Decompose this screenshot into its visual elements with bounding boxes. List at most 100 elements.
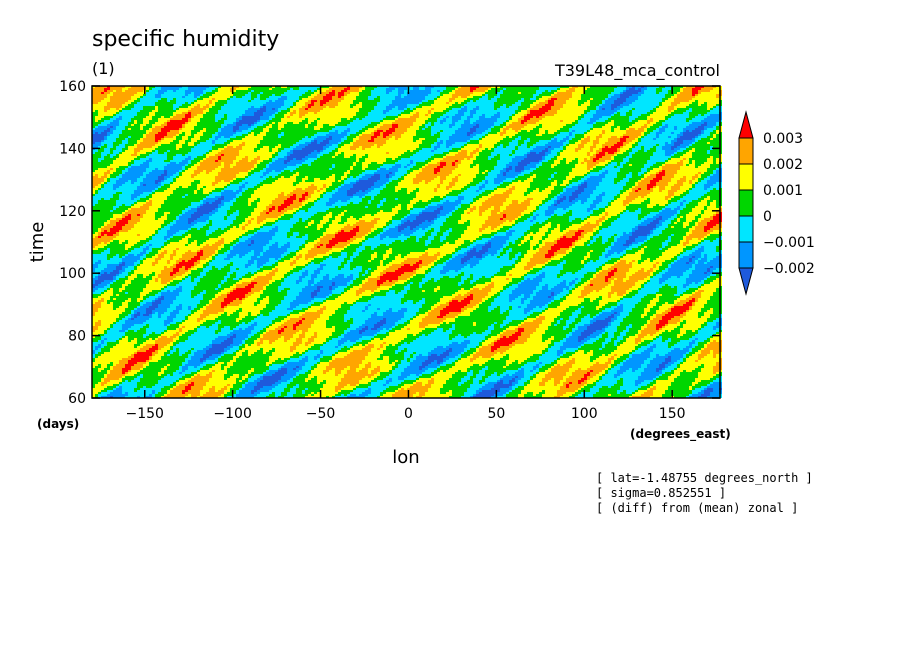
heatmap-cell <box>152 132 155 134</box>
heatmap-cell <box>227 122 230 124</box>
heatmap-cell <box>650 128 653 130</box>
heatmap-cell <box>149 112 152 114</box>
heatmap-cell <box>224 128 227 130</box>
heatmap-cell <box>560 94 563 96</box>
heatmap-cell <box>554 92 557 94</box>
heatmap-cell <box>344 104 347 106</box>
heatmap-cell <box>500 104 503 106</box>
heatmap-cell <box>395 132 398 134</box>
heatmap-cell <box>131 96 134 98</box>
heatmap-cell <box>323 132 326 134</box>
heatmap-cell <box>365 124 368 126</box>
heatmap-cell <box>215 108 218 110</box>
heatmap-cell <box>188 90 191 92</box>
heatmap-cell <box>305 118 308 120</box>
heatmap-cell <box>284 132 287 134</box>
heatmap-cell <box>686 114 689 116</box>
heatmap-cell <box>191 104 194 106</box>
heatmap-cell <box>632 96 635 98</box>
heatmap-cell <box>656 96 659 98</box>
heatmap-cell <box>695 98 698 100</box>
heatmap-cell <box>533 126 536 128</box>
heatmap-cell <box>608 96 611 98</box>
heatmap-cell <box>254 130 257 132</box>
heatmap-cell <box>479 124 482 126</box>
heatmap-cell <box>332 102 335 104</box>
heatmap-cell <box>503 112 506 114</box>
heatmap-cell <box>686 128 689 130</box>
heatmap-cell <box>359 118 362 120</box>
heatmap-cell <box>386 118 389 120</box>
heatmap-cell <box>587 102 590 104</box>
heatmap-cell <box>695 96 698 98</box>
heatmap-cell <box>596 130 599 132</box>
heatmap-cell <box>584 92 587 94</box>
heatmap-cell <box>635 120 638 122</box>
heatmap-cell <box>125 122 128 124</box>
heatmap-cell <box>341 86 344 88</box>
heatmap-cell <box>419 128 422 130</box>
heatmap-cell <box>656 92 659 94</box>
heatmap-cell <box>311 128 314 130</box>
heatmap-cell <box>140 88 143 90</box>
heatmap-cell <box>617 96 620 98</box>
heatmap-cell <box>629 128 632 130</box>
heatmap-cell <box>395 114 398 116</box>
heatmap-cell <box>611 102 614 104</box>
heatmap-cell <box>572 100 575 102</box>
heatmap-cell <box>644 112 647 114</box>
heatmap-cell <box>260 92 263 94</box>
heatmap-cell <box>368 110 371 112</box>
heatmap-cell <box>638 114 641 116</box>
heatmap-cell <box>488 124 491 126</box>
heatmap-cell <box>110 118 113 120</box>
heatmap-cell <box>545 126 548 128</box>
heatmap-cell <box>290 86 293 88</box>
heatmap-cell <box>326 90 329 92</box>
heatmap-cell <box>134 86 137 88</box>
heatmap-cell <box>461 108 464 110</box>
heatmap-cell <box>293 90 296 92</box>
heatmap-cell <box>353 122 356 124</box>
heatmap-cell <box>560 86 563 88</box>
heatmap-cell <box>707 118 710 120</box>
heatmap-cell <box>323 94 326 96</box>
heatmap-cell <box>155 116 158 118</box>
heatmap-cell <box>338 102 341 104</box>
heatmap-cell <box>92 114 95 116</box>
heatmap-cell <box>446 114 449 116</box>
heatmap-cell <box>254 104 257 106</box>
heatmap-cell <box>572 112 575 114</box>
heatmap-cell <box>680 130 683 132</box>
heatmap-cell <box>236 116 239 118</box>
heatmap-cell <box>347 92 350 94</box>
heatmap-cell <box>338 132 341 134</box>
heatmap-cell <box>368 94 371 96</box>
heatmap-cell <box>614 128 617 130</box>
heatmap-cell <box>92 128 95 130</box>
heatmap-cell <box>122 112 125 114</box>
heatmap-cell <box>551 112 554 114</box>
heatmap-cell <box>458 108 461 110</box>
heatmap-cell <box>98 108 101 110</box>
heatmap-cell <box>131 102 134 104</box>
heatmap-cell <box>290 124 293 126</box>
heatmap-cell <box>437 132 440 134</box>
heatmap-cell <box>467 110 470 112</box>
heatmap-cell <box>164 126 167 128</box>
heatmap-cell <box>236 112 239 114</box>
heatmap-cell <box>539 114 542 116</box>
heatmap-cell <box>413 104 416 106</box>
heatmap-cell <box>344 126 347 128</box>
heatmap-cell <box>587 122 590 124</box>
heatmap-cell <box>329 124 332 126</box>
heatmap-cell <box>572 106 575 108</box>
heatmap-cell <box>467 104 470 106</box>
heatmap-cell <box>98 104 101 106</box>
heatmap-cell <box>425 100 428 102</box>
heatmap-cell <box>680 122 683 124</box>
heatmap-cell <box>626 104 629 106</box>
heatmap-cell <box>248 100 251 102</box>
heatmap-cell <box>353 112 356 114</box>
heatmap-cell <box>326 100 329 102</box>
